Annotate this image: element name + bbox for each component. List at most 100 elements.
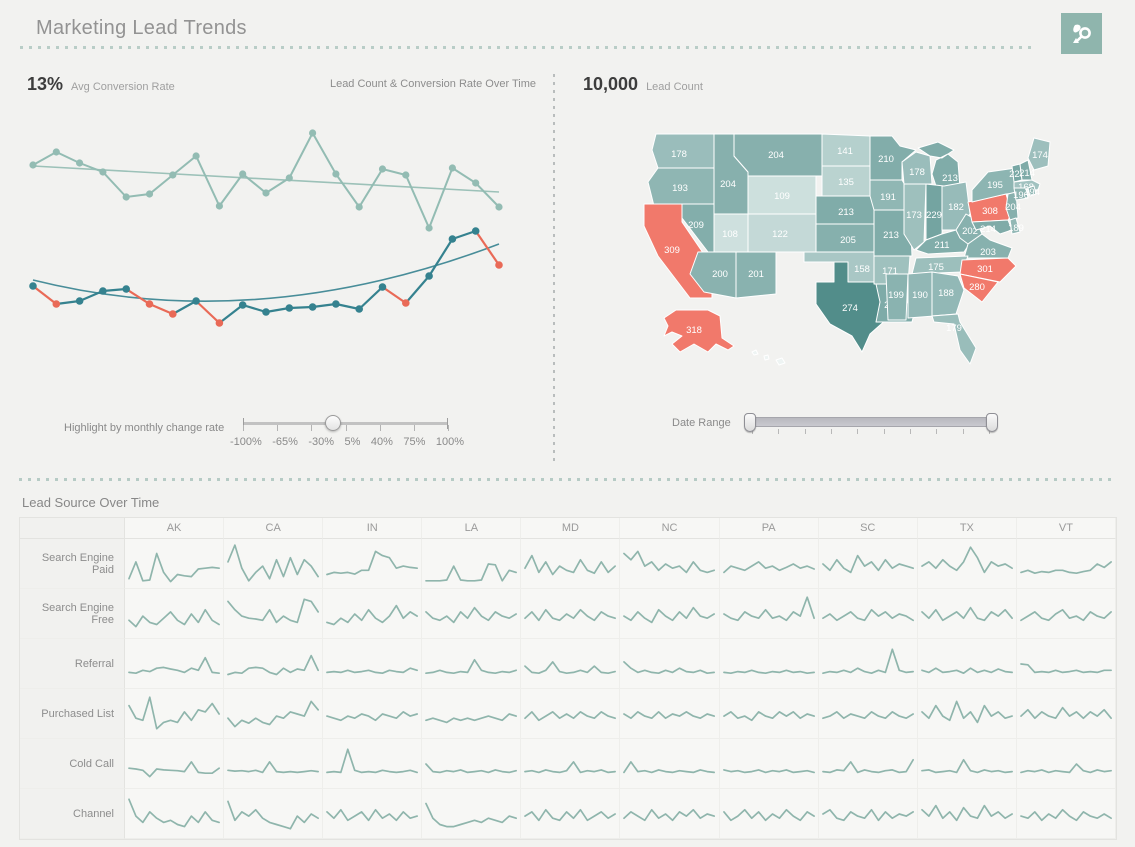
state-CT[interactable]	[1013, 187, 1029, 201]
sparkline-cell-NC-channel[interactable]	[620, 789, 720, 839]
sparkline-cell-PA-search-engine-free[interactable]	[719, 589, 819, 639]
sparkline-cell-MD-referral[interactable]	[521, 639, 621, 689]
state-RI[interactable]	[1027, 185, 1037, 197]
column-header-LA[interactable]: LA	[422, 518, 522, 539]
sparkline-cell-AK-search-engine-free[interactable]	[125, 589, 225, 639]
sparkline-cell-CA-referral[interactable]	[224, 639, 324, 689]
lead-count-conversion-rate-chart[interactable]	[27, 118, 540, 380]
sparkline-cell-CA-cold-call[interactable]	[224, 739, 324, 789]
sparkline-cell-MD-search-engine-paid[interactable]	[521, 539, 621, 589]
column-header-SC[interactable]: SC	[818, 518, 918, 539]
state-MS[interactable]	[885, 273, 909, 321]
state-NC[interactable]	[959, 257, 1017, 283]
range-handle-end[interactable]	[986, 413, 998, 432]
column-header-CA[interactable]: CA	[224, 518, 324, 539]
row-label-referral[interactable]: Referral	[20, 639, 125, 689]
sparkline-cell-VT-purchased-list[interactable]	[1016, 689, 1116, 739]
logo[interactable]	[1061, 13, 1102, 54]
sparkline-cell-AK-purchased-list[interactable]	[125, 689, 225, 739]
state-AZ[interactable]	[689, 251, 737, 299]
state-ME[interactable]	[1027, 137, 1051, 171]
sparkline-cell-IN-channel[interactable]	[323, 789, 423, 839]
highlight-change-rate-slider[interactable]	[238, 412, 453, 434]
sparkline-cell-SC-referral[interactable]	[818, 639, 918, 689]
sparkline-cell-MD-cold-call[interactable]	[521, 739, 621, 789]
sparkline-cell-VT-cold-call[interactable]	[1016, 739, 1116, 789]
state-AK[interactable]	[663, 309, 735, 353]
sparkline-cell-TX-cold-call[interactable]	[917, 739, 1017, 789]
state-HI[interactable]	[751, 349, 786, 366]
state-MD[interactable]	[971, 219, 1013, 235]
row-label-cold-call[interactable]: Cold Call	[20, 739, 125, 789]
column-header-NC[interactable]: NC	[620, 518, 720, 539]
sparkline-cell-CA-purchased-list[interactable]	[224, 689, 324, 739]
sparkline-cell-PA-channel[interactable]	[719, 789, 819, 839]
sparkline-cell-VT-channel[interactable]	[1016, 789, 1116, 839]
row-label-search-engine-paid[interactable]: Search Engine Paid	[20, 539, 125, 589]
sparkline-cell-IN-cold-call[interactable]	[323, 739, 423, 789]
sparkline-cell-VT-referral[interactable]	[1016, 639, 1116, 689]
row-label-search-engine-free[interactable]: Search Engine Free	[20, 589, 125, 639]
sparkline-cell-PA-cold-call[interactable]	[719, 739, 819, 789]
sparkline-cell-TX-referral[interactable]	[917, 639, 1017, 689]
state-CO[interactable]	[747, 213, 817, 253]
sparkline-cell-IN-search-engine-paid[interactable]	[323, 539, 423, 589]
column-header-AK[interactable]: AK	[125, 518, 225, 539]
sparkline-cell-AK-search-engine-paid[interactable]	[125, 539, 225, 589]
state-DE[interactable]	[1009, 217, 1021, 235]
sparkline-cell-AK-referral[interactable]	[125, 639, 225, 689]
sparkline-cell-PA-referral[interactable]	[719, 639, 819, 689]
column-header-IN[interactable]: IN	[323, 518, 423, 539]
sparkline-cell-LA-search-engine-free[interactable]	[422, 589, 522, 639]
sparkline-cell-TX-channel[interactable]	[917, 789, 1017, 839]
row-label-channel[interactable]: Channel	[20, 789, 125, 839]
sparkline-cell-VT-search-engine-free[interactable]	[1016, 589, 1116, 639]
sparkline-cell-LA-purchased-list[interactable]	[422, 689, 522, 739]
state-MO[interactable]	[873, 209, 913, 257]
sparkline-cell-LA-cold-call[interactable]	[422, 739, 522, 789]
sparkline-cell-SC-cold-call[interactable]	[818, 739, 918, 789]
column-header-MD[interactable]: MD	[521, 518, 621, 539]
sparkline-cell-VT-search-engine-paid[interactable]	[1016, 539, 1116, 589]
state-SC[interactable]	[959, 273, 999, 303]
sparkline-cell-IN-purchased-list[interactable]	[323, 689, 423, 739]
sparkline-cell-TX-search-engine-paid[interactable]	[917, 539, 1017, 589]
column-header-PA[interactable]: PA	[719, 518, 819, 539]
row-label-purchased-list[interactable]: Purchased List	[20, 689, 125, 739]
sparkline-cell-IN-search-engine-free[interactable]	[323, 589, 423, 639]
sparkline-cell-CA-search-engine-paid[interactable]	[224, 539, 324, 589]
sparkline-cell-SC-purchased-list[interactable]	[818, 689, 918, 739]
sparkline-cell-AK-cold-call[interactable]	[125, 739, 225, 789]
state-IL[interactable]	[903, 183, 927, 251]
sparkline-cell-SC-search-engine-paid[interactable]	[818, 539, 918, 589]
sparkline-cell-LA-channel[interactable]	[422, 789, 522, 839]
sparkline-cell-MD-search-engine-free[interactable]	[521, 589, 621, 639]
sparkline-cell-NC-referral[interactable]	[620, 639, 720, 689]
range-track[interactable]	[744, 417, 998, 427]
sparkline-cell-SC-search-engine-free[interactable]	[818, 589, 918, 639]
sparkline-cell-NC-search-engine-free[interactable]	[620, 589, 720, 639]
sparkline-cell-CA-channel[interactable]	[224, 789, 324, 839]
slider-handle[interactable]	[324, 415, 341, 431]
sparkline-cell-PA-purchased-list[interactable]	[719, 689, 819, 739]
state-FL[interactable]	[931, 313, 977, 365]
sparkline-cell-LA-search-engine-paid[interactable]	[422, 539, 522, 589]
sparkline-cell-NC-cold-call[interactable]	[620, 739, 720, 789]
sparkline-cell-CA-search-engine-free[interactable]	[224, 589, 324, 639]
lead-count-choropleth-map[interactable]: 178 193 204 204 109 141 135 213 205 158 274 209 309 1…	[624, 122, 1064, 374]
sparkline-cell-PA-search-engine-paid[interactable]	[719, 539, 819, 589]
sparkline-cell-TX-purchased-list[interactable]	[917, 689, 1017, 739]
sparkline-cell-LA-referral[interactable]	[422, 639, 522, 689]
state-NM[interactable]	[735, 251, 777, 299]
sparkline-cell-IN-referral[interactable]	[323, 639, 423, 689]
date-range-slider[interactable]	[742, 411, 1000, 435]
sparkline-cell-NC-purchased-list[interactable]	[620, 689, 720, 739]
sparkline-cell-MD-channel[interactable]	[521, 789, 621, 839]
state-WI[interactable]	[901, 151, 933, 185]
state-GA[interactable]	[931, 271, 965, 317]
range-handle-start[interactable]	[744, 413, 756, 432]
column-header-VT[interactable]: VT	[1016, 518, 1116, 539]
slider-track[interactable]	[243, 422, 448, 425]
sparkline-cell-AK-channel[interactable]	[125, 789, 225, 839]
column-header-TX[interactable]: TX	[917, 518, 1017, 539]
